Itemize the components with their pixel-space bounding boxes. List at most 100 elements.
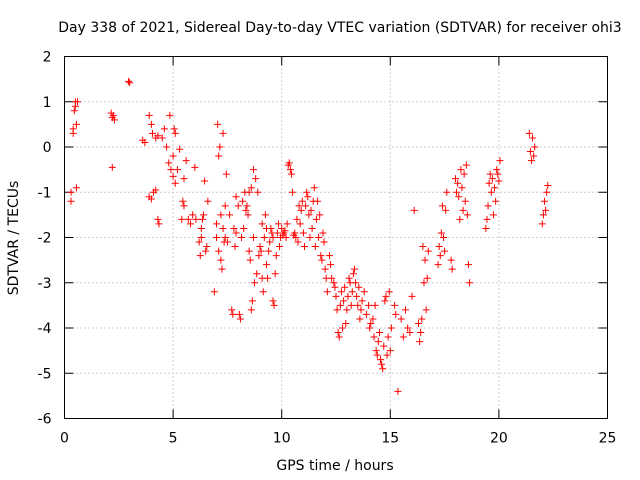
data-point (451, 175, 459, 183)
y-tick-label: -1 (38, 185, 52, 201)
data-point (406, 329, 414, 337)
data-point (285, 159, 293, 167)
data-point (228, 306, 236, 314)
data-point (69, 125, 77, 133)
data-point (366, 324, 374, 332)
data-point (201, 177, 209, 185)
data-point (458, 184, 466, 192)
data-point (415, 319, 423, 327)
data-point (305, 211, 313, 219)
data-point (245, 188, 253, 196)
data-point (110, 116, 118, 124)
data-point (416, 338, 424, 346)
data-points (67, 77, 552, 395)
x-tick-label: 0 (60, 431, 69, 447)
data-point (200, 211, 208, 219)
data-point (379, 365, 387, 373)
data-point (454, 179, 462, 187)
data-point (483, 215, 491, 223)
data-point (544, 181, 552, 189)
data-point (333, 306, 341, 314)
data-point (289, 188, 297, 196)
data-point (244, 211, 252, 219)
data-point (541, 197, 549, 205)
data-point (229, 310, 237, 318)
data-point (269, 297, 277, 305)
data-point (109, 111, 117, 119)
data-point (158, 134, 166, 142)
data-point (448, 265, 456, 273)
data-point (218, 265, 226, 273)
data-point (367, 319, 375, 327)
data-point (421, 256, 429, 264)
data-point (147, 195, 155, 203)
data-point (108, 163, 116, 171)
data-point (489, 211, 497, 219)
data-point (210, 288, 218, 296)
data-point (67, 197, 75, 205)
data-point (72, 120, 80, 128)
data-point (419, 243, 427, 251)
data-point (249, 234, 257, 241)
data-point (317, 252, 325, 260)
data-point (72, 184, 80, 192)
data-point (125, 77, 133, 85)
data-point (232, 193, 240, 201)
data-point (246, 256, 254, 264)
data-point (169, 152, 177, 160)
data-point (436, 252, 444, 260)
data-point (417, 329, 425, 337)
data-point (262, 261, 270, 269)
data-point (299, 229, 307, 237)
data-point (293, 215, 301, 223)
data-point (462, 161, 470, 169)
y-tick-label: 0 (43, 140, 52, 156)
data-point (257, 247, 265, 255)
data-point (306, 234, 314, 241)
data-point (383, 351, 391, 359)
data-point (464, 261, 472, 269)
data-point (265, 247, 273, 255)
data-point (148, 129, 156, 137)
data-point (256, 243, 264, 251)
data-point (495, 177, 503, 185)
data-point (332, 292, 340, 300)
data-point (542, 206, 550, 214)
data-point (254, 188, 262, 196)
data-point (460, 170, 468, 178)
data-point (348, 288, 356, 296)
data-point (273, 229, 281, 237)
data-point (247, 184, 255, 192)
data-point (381, 297, 389, 305)
data-point (354, 301, 362, 309)
data-point (239, 197, 247, 205)
data-point (352, 279, 360, 287)
data-point (238, 234, 246, 241)
data-point (335, 333, 343, 341)
data-point (461, 197, 469, 205)
data-point (494, 170, 502, 178)
data-point (234, 202, 242, 210)
y-tick-label: -4 (38, 321, 52, 337)
data-point (385, 288, 393, 296)
data-point (259, 288, 267, 296)
data-point (530, 152, 538, 160)
data-point (253, 270, 261, 278)
data-point (165, 159, 173, 167)
data-point (180, 202, 188, 210)
data-point (422, 306, 430, 314)
data-point (160, 125, 168, 133)
data-point (154, 215, 162, 223)
data-point (375, 329, 383, 337)
data-point (261, 211, 269, 219)
x-tick-label: 10 (273, 431, 291, 447)
y-tick-label: 1 (43, 95, 52, 111)
data-point (171, 179, 179, 187)
data-point (304, 193, 312, 201)
data-point (221, 234, 229, 241)
data-point (286, 166, 294, 174)
data-point (345, 274, 353, 282)
data-point (531, 143, 539, 151)
data-point (213, 234, 221, 241)
